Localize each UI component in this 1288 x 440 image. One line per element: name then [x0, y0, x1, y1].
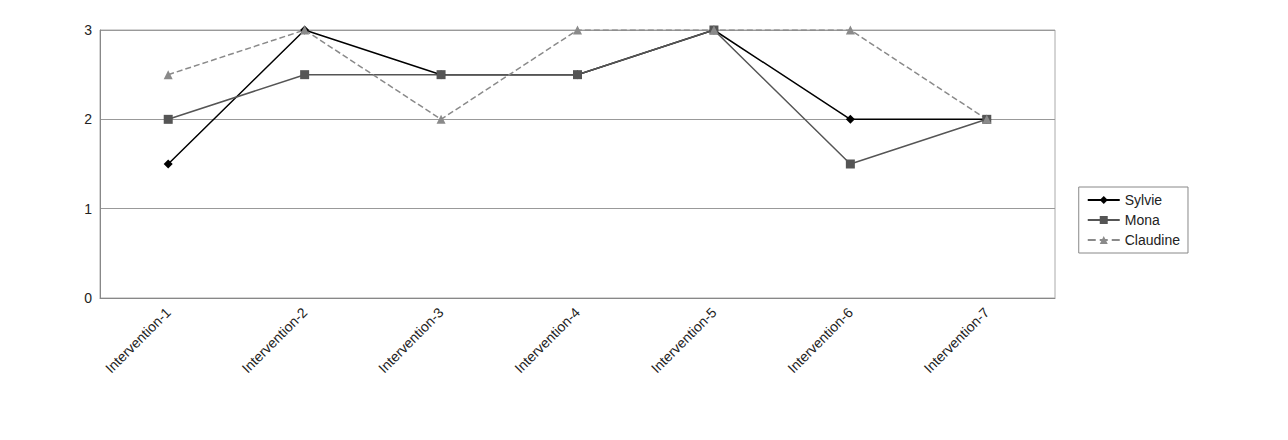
svg-text:1: 1 [84, 201, 92, 217]
svg-text:Sylvie: Sylvie [1125, 192, 1163, 208]
svg-text:Claudine: Claudine [1125, 232, 1180, 248]
svg-text:Intervention-2: Intervention-2 [239, 304, 311, 376]
svg-text:3: 3 [84, 22, 92, 38]
svg-text:Intervention-3: Intervention-3 [375, 304, 447, 376]
svg-text:0: 0 [84, 290, 92, 306]
svg-text:2: 2 [84, 111, 92, 127]
svg-text:Intervention-5: Intervention-5 [648, 304, 720, 376]
svg-text:Intervention-7: Intervention-7 [921, 304, 993, 376]
svg-text:Intervention-4: Intervention-4 [511, 304, 583, 376]
svg-text:Intervention-1: Intervention-1 [102, 304, 174, 376]
svg-text:Mona: Mona [1125, 212, 1160, 228]
svg-text:Intervention-6: Intervention-6 [784, 304, 856, 376]
